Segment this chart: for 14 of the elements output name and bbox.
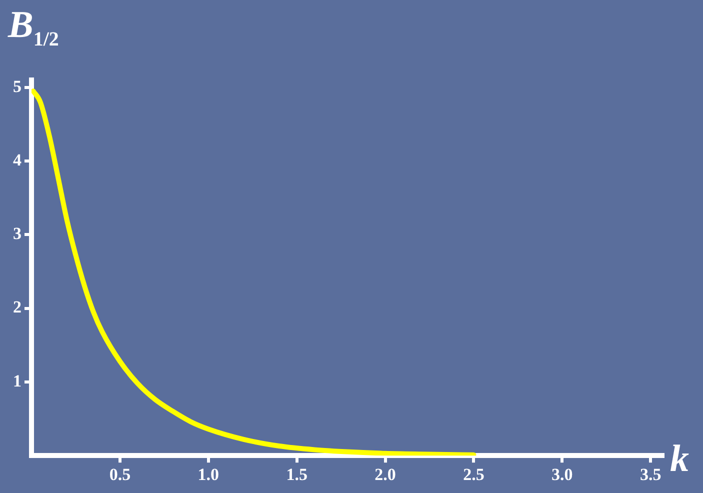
x-tick-label: 1.5	[286, 465, 308, 484]
x-tick-label: 2.5	[463, 465, 484, 484]
x-tick-label: 3.5	[640, 465, 662, 484]
x-tick-label: 2.0	[374, 465, 396, 484]
y-tick-label: 5	[13, 76, 22, 96]
y-tick-label: 4	[13, 150, 22, 170]
y-tick-label: 2	[13, 298, 22, 317]
y-tick-label: 1	[13, 371, 22, 390]
y-axis-title: B$_{1/2}$	[8, 4, 59, 51]
x-tick-label: 3.0	[552, 465, 573, 484]
x-axis-title: k	[670, 438, 689, 480]
x-tick-label: 1.0	[198, 465, 220, 484]
x-tick-label: 0.5	[109, 465, 131, 484]
y-tick-label: 3	[13, 224, 22, 244]
